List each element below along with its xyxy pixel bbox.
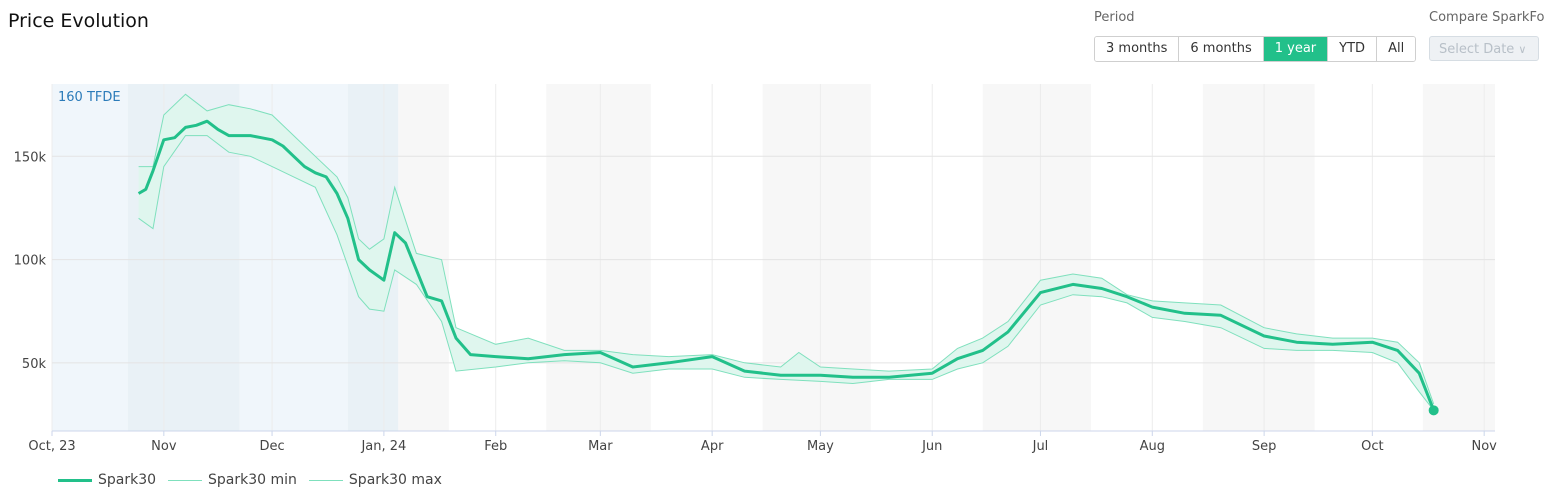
legend-swatch-spark30-max [308,479,343,481]
legend-label: Spark30 min [208,472,297,488]
y-tick-label: 100k [14,254,47,269]
select-date-placeholder: Select Date [1439,42,1515,57]
shaded-region [52,84,128,431]
shaded-region [546,84,651,431]
y-tick-label: 150k [14,150,47,165]
shaded-region [982,84,1091,431]
chevron-down-icon: ∨ [1518,43,1527,56]
min-max-band-area [138,94,1434,411]
period-6-months-button[interactable]: 6 months [1179,37,1264,61]
x-tick-label: Nov [1471,439,1497,454]
period-3-months-button[interactable]: 3 months [1095,37,1180,61]
series-line-spark30-min [138,135,1435,411]
x-tick-label: Apr [701,439,724,454]
x-tick-label: Feb [484,439,507,454]
series-lines [137,93,1439,416]
chart-annotation: 160 TFDE [58,90,121,105]
legend-swatch-spark30 [58,478,92,482]
shaded-region [1202,84,1315,431]
legend-item-spark30[interactable]: Spark30 [58,472,156,488]
series-line-spark30 [137,119,1436,411]
legend: Spark30 Spark30 min Spark30 max [58,472,454,488]
x-tick-label: Sep [1252,439,1277,454]
x-tick-label: May [807,439,834,454]
x-tick-label: Jun [921,439,942,454]
x-tick-label: Jul [1032,439,1049,454]
x-tick-label: Mar [588,439,613,454]
x-tick-label: Aug [1140,439,1165,454]
y-tick-label: 50k [22,357,47,372]
period-ytd-button[interactable]: YTD [1328,37,1378,61]
legend-swatch-spark30-min [168,479,203,481]
x-tick-label: Oct, 23 [28,439,75,454]
period-selector: 3 months 6 months 1 year YTD All [1094,36,1417,62]
chart-title: Price Evolution [8,10,149,32]
x-tick-label: Jan, 24 [360,439,406,454]
axes: 50k 100k 150k Oct, 23 Nov Dec Jan, 24 Feb Mar Apr… [14,150,1498,454]
legend-item-spark30-min[interactable]: Spark30 min [168,472,297,488]
x-tick-label: Oct [1361,439,1383,454]
period-label: Period [1094,10,1135,25]
select-date-dropdown[interactable]: Select Date ∨ [1429,36,1539,61]
legend-item-spark30-max[interactable]: Spark30 max [308,472,442,488]
series-line-spark30-max [138,93,1435,405]
period-1-year-button[interactable]: 1 year [1263,37,1329,61]
compare-label: Compare SparkFo [1429,10,1545,25]
min-max-band [138,94,1434,411]
legend-label: Spark30 max [348,472,442,488]
legend-label: Spark30 [98,472,157,488]
shaded-region [1422,84,1495,431]
x-tick-label: Dec [259,439,284,454]
last-point-marker [1428,405,1439,416]
x-tick-label: Nov [151,439,177,454]
period-all-button[interactable]: All [1377,37,1416,61]
